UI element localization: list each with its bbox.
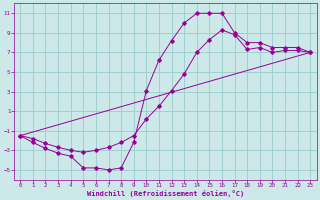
- X-axis label: Windchill (Refroidissement éolien,°C): Windchill (Refroidissement éolien,°C): [87, 190, 244, 197]
